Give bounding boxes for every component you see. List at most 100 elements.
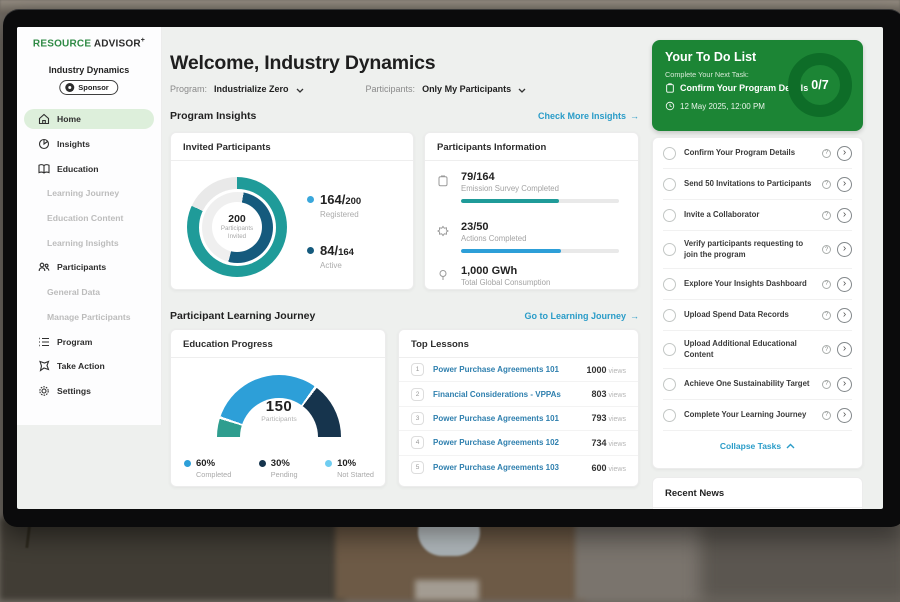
help-icon[interactable]: ? — [822, 149, 831, 158]
invited-participants-donut-chart: 200 Participants Invited — [187, 177, 287, 277]
lesson-link[interactable]: Power Purchase Agreements 102 — [433, 438, 591, 447]
todo-list-card: Confirm Your Program Details ? › Send 50… — [652, 137, 863, 469]
todo-title: Your To Do List — [665, 50, 756, 64]
lesson-link[interactable]: Financial Considerations - VPPAs — [433, 390, 591, 399]
help-icon[interactable]: ? — [822, 311, 831, 320]
sidebar-item-participants[interactable]: Participants — [17, 255, 161, 280]
help-icon[interactable]: ? — [822, 411, 831, 420]
progress-fill — [461, 199, 559, 203]
lesson-link[interactable]: Power Purchase Agreements 101 — [433, 365, 586, 374]
legend-registered: 164/200 Registered — [307, 191, 361, 219]
rank-badge: 2 — [411, 388, 424, 401]
donut-legend: 164/200 Registered 84/164 Active — [307, 191, 361, 290]
sidebar-item-program[interactable]: Program — [17, 329, 161, 354]
help-icon[interactable]: ? — [822, 245, 831, 254]
sidebar-item-education[interactable]: Education — [17, 156, 161, 181]
divider — [653, 507, 862, 508]
chevron-down-icon[interactable] — [518, 85, 526, 95]
sponsor-label: Sponsor — [78, 83, 108, 92]
sidebar-item-education-content[interactable]: Education Content — [17, 206, 161, 231]
todo-item[interactable]: Confirm Your Program Details ? › — [663, 138, 852, 169]
donut-center-value: 200 — [228, 213, 246, 225]
sponsor-badge[interactable]: Sponsor — [59, 80, 118, 95]
filter-bar: Program: Industrialize Zero Participants… — [170, 83, 526, 95]
chevron-right-icon[interactable]: › — [837, 377, 852, 392]
chevron-down-icon[interactable] — [296, 85, 304, 95]
todo-item[interactable]: Complete Your Learning Journey ? › — [663, 400, 852, 431]
chevron-right-icon[interactable]: › — [837, 242, 852, 257]
education-icon — [38, 163, 50, 175]
go-to-learning-journey-link[interactable]: Go to Learning Journey→ — [437, 311, 639, 321]
invited-participants-card: Invited Participants 200 Participants In… — [170, 132, 414, 290]
sidebar-item-take-action[interactable]: Take Action — [17, 354, 161, 379]
chevron-right-icon[interactable]: › — [837, 208, 852, 223]
chevron-right-icon[interactable]: › — [837, 308, 852, 323]
brand-secondary: ADVISOR — [94, 38, 141, 49]
checkbox[interactable] — [663, 178, 676, 191]
sidebar-item-home[interactable]: Home — [17, 107, 161, 132]
chevron-right-icon[interactable]: › — [837, 146, 852, 161]
legend-dot — [325, 460, 332, 467]
sidebar-item-general-data[interactable]: General Data — [17, 280, 161, 305]
todo-item[interactable]: Upload Spend Data Records ? › — [663, 300, 852, 331]
learning-journey-heading: Participant Learning Journey — [170, 310, 315, 322]
program-filter-value[interactable]: Industrialize Zero — [214, 84, 289, 94]
lesson-link[interactable]: Power Purchase Agreements 101 — [433, 414, 591, 423]
donut-center-label: Participants Invited — [215, 225, 259, 241]
org-name: Industry Dynamics — [17, 65, 161, 75]
brand-plus: + — [141, 37, 145, 44]
lesson-link[interactable]: Power Purchase Agreements 103 — [433, 463, 591, 472]
help-icon[interactable]: ? — [822, 345, 831, 354]
todo-item[interactable]: Send 50 Invitations to Participants ? › — [663, 169, 852, 200]
participants-information-card: Participants Information 79/164 Emission… — [424, 132, 639, 290]
legend-dot — [307, 247, 314, 254]
monitor-bezel: RESOURCE ADVISOR+ Industry Dynamics Spon… — [3, 9, 900, 527]
checkbox[interactable] — [663, 147, 676, 160]
collapse-tasks-link[interactable]: Collapse Tasks — [653, 431, 862, 460]
sidebar: RESOURCE ADVISOR+ Industry Dynamics Spon… — [17, 27, 162, 425]
chevron-right-icon[interactable]: › — [837, 408, 852, 423]
todo-item[interactable]: Verify participants requesting to join t… — [663, 231, 852, 269]
program-icon — [38, 336, 50, 348]
sidebar-item-learning-insights[interactable]: Learning Insights — [17, 230, 161, 255]
checkbox[interactable] — [663, 343, 676, 356]
help-icon[interactable]: ? — [822, 280, 831, 289]
todo-item[interactable]: Upload Additional Educational Content ? … — [663, 331, 852, 369]
participants-filter-value[interactable]: Only My Participants — [422, 84, 511, 94]
todo-progress-ring: 0/7 — [788, 53, 852, 117]
chevron-right-icon[interactable]: › — [837, 342, 852, 357]
checkbox[interactable] — [663, 243, 676, 256]
checkbox[interactable] — [663, 209, 676, 222]
checkbox[interactable] — [663, 378, 676, 391]
chevron-right-icon[interactable]: › — [837, 277, 852, 292]
check-more-insights-link[interactable]: Check More Insights→ — [437, 111, 639, 121]
program-insights-heading: Program Insights — [170, 110, 256, 122]
sidebar-item-manage-participants[interactable]: Manage Participants — [17, 305, 161, 330]
checkbox[interactable] — [663, 309, 676, 322]
sidebar-item-settings[interactable]: Settings — [17, 379, 161, 404]
help-icon[interactable]: ? — [822, 180, 831, 189]
todo-item[interactable]: Achieve One Sustainability Target ? › — [663, 369, 852, 400]
checkbox[interactable] — [663, 278, 676, 291]
help-icon[interactable]: ? — [822, 211, 831, 220]
clock-icon — [665, 101, 675, 111]
checkbox[interactable] — [663, 409, 676, 422]
actions-icon — [437, 224, 449, 236]
sidebar-item-learning-journey[interactable]: Learning Journey — [17, 181, 161, 206]
arrow-right-icon: → — [630, 111, 639, 121]
chevron-right-icon[interactable]: › — [837, 177, 852, 192]
todo-item[interactable]: Explore Your Insights Dashboard ? › — [663, 269, 852, 300]
todo-item[interactable]: Invite a Collaborator ? › — [663, 200, 852, 231]
stat-emission-survey: 79/164 Emission Survey Completed — [437, 171, 619, 203]
education-progress-card: Education Progress 150 Participants 60% … — [170, 329, 386, 487]
sidebar-item-insights[interactable]: Insights — [17, 132, 161, 157]
help-icon[interactable]: ? — [822, 380, 831, 389]
chevron-up-icon — [786, 443, 795, 449]
monitor-stand-base — [415, 580, 479, 600]
progress-bar — [461, 199, 619, 203]
